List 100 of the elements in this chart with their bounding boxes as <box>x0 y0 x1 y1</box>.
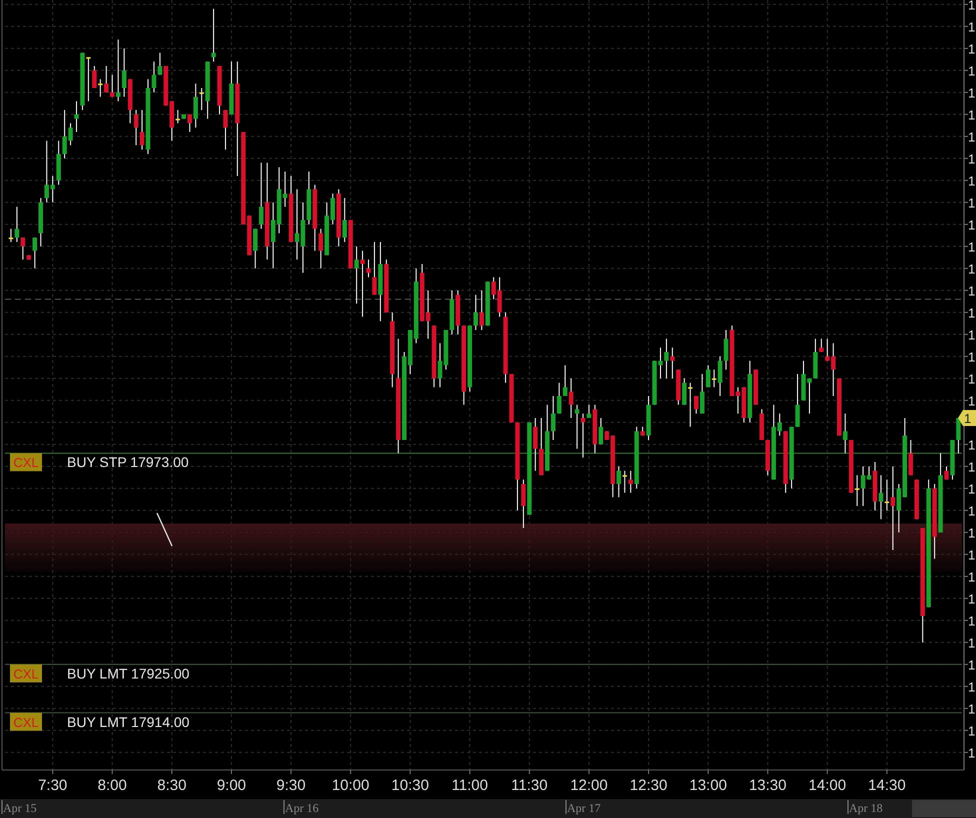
x-tick-label: 11:30 <box>511 777 548 794</box>
candlestick <box>574 404 580 450</box>
candlestick <box>956 418 961 454</box>
text: 1 <box>968 19 976 34</box>
candlestick <box>622 470 627 494</box>
candlestick <box>342 198 347 242</box>
candlestick <box>366 259 371 278</box>
candlestick <box>718 356 722 396</box>
x-tick-label: 13:00 <box>689 777 727 794</box>
candlestick <box>884 479 890 511</box>
text: 1 <box>968 107 976 122</box>
candlestick <box>533 418 538 472</box>
x-tick-label: 13:30 <box>748 777 787 794</box>
text: 1 <box>968 591 976 606</box>
candlestick <box>819 338 824 352</box>
candlestick <box>586 404 592 418</box>
candlestick <box>598 418 604 445</box>
candlestick <box>944 466 949 480</box>
text: 1 <box>968 85 976 100</box>
ref-line-label: BUY STP 17973.00 <box>67 454 189 470</box>
candlestick <box>253 228 258 269</box>
text: 1 <box>968 547 976 562</box>
x-tick-label: 9:00 <box>216 777 246 794</box>
candlestick <box>14 206 20 242</box>
candlestick <box>158 52 162 76</box>
candlestick <box>628 470 633 494</box>
candlestick <box>712 369 716 388</box>
text: 1 <box>968 723 976 738</box>
candlestick <box>372 242 377 296</box>
candlestick <box>104 66 109 93</box>
candlestick <box>556 382 562 414</box>
candlestick <box>92 66 97 88</box>
text: 1 <box>968 613 976 628</box>
x-tick-label: 8:00 <box>98 777 127 794</box>
ref-line-label: BUY LMT 17925.00 <box>67 665 190 682</box>
candlestick <box>98 78 103 98</box>
text: 1 <box>968 459 976 474</box>
candlestick <box>211 8 216 62</box>
candlestick <box>134 110 138 146</box>
text: 1 <box>968 195 976 210</box>
text: 1 <box>968 129 976 144</box>
text: 1 <box>968 41 976 56</box>
x-tick-label: 9:30 <box>276 777 306 794</box>
candlestick <box>568 378 574 418</box>
text: 1 <box>968 393 976 408</box>
text: 1 <box>968 63 976 78</box>
text: Apr 16 <box>285 801 319 815</box>
ref-line-label: BUY LMT 17914.00 <box>67 714 190 730</box>
text: 1 <box>968 503 976 518</box>
x-tick-label: 8:30 <box>157 777 186 794</box>
text: 1 <box>968 151 976 166</box>
candlestick <box>193 83 198 128</box>
candlestick <box>354 246 359 304</box>
text: 1 <box>968 525 976 540</box>
candlestick <box>360 250 365 318</box>
candlestick <box>616 466 622 498</box>
candlestick <box>670 347 675 379</box>
annotation: 1 <box>964 411 972 426</box>
text: 1 <box>968 635 976 650</box>
candlestick <box>795 374 800 428</box>
candlestick <box>223 110 228 150</box>
x-tick-label: 11:00 <box>452 777 488 794</box>
text: 1 <box>968 657 976 672</box>
text: Apr 15 <box>3 801 37 815</box>
text: 1 <box>968 327 976 342</box>
candlestick <box>8 228 14 242</box>
text: 1 <box>968 217 976 232</box>
candlestick <box>474 294 478 330</box>
candlestick <box>854 474 860 506</box>
text: 1 <box>968 437 976 452</box>
candlestick <box>664 338 669 379</box>
x-tick-label: 14:00 <box>808 777 846 794</box>
candlestick <box>110 74 115 98</box>
candlestick <box>199 88 204 110</box>
candlestick <box>32 237 38 269</box>
text: 1 <box>968 305 976 320</box>
text: 1 <box>968 0 976 12</box>
x-tick-label: 10:30 <box>391 777 429 794</box>
candlestick <box>688 382 693 428</box>
candlestick <box>562 364 568 396</box>
annotation: CXL <box>13 455 39 470</box>
candlestick <box>700 374 704 414</box>
text: 1 <box>968 701 976 716</box>
candlestick <box>176 110 180 124</box>
text: 1 <box>968 239 976 254</box>
annotation: CXL <box>13 666 39 682</box>
candlestick <box>479 290 484 330</box>
annotation: CXL <box>13 714 39 730</box>
text: 1 <box>968 679 976 694</box>
candlestick <box>521 479 526 528</box>
candlestick <box>682 378 687 406</box>
candlestick <box>694 396 698 414</box>
text: 1 <box>968 371 976 386</box>
x-tick-label: 12:30 <box>630 777 668 794</box>
candlestick <box>580 413 586 458</box>
text: 1 <box>968 569 976 584</box>
candlestick <box>152 61 156 93</box>
text: 1 <box>968 745 976 760</box>
candlestick <box>122 48 126 98</box>
candlestick <box>86 56 91 102</box>
